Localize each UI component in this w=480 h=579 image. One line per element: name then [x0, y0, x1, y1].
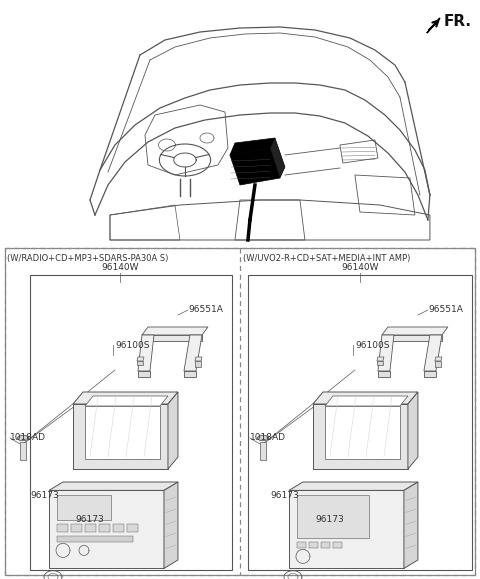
Polygon shape — [99, 525, 110, 533]
Text: 96100S: 96100S — [355, 340, 389, 350]
Text: 96551A: 96551A — [188, 306, 223, 314]
Polygon shape — [57, 525, 68, 533]
Polygon shape — [257, 435, 269, 441]
Polygon shape — [435, 361, 441, 367]
Polygon shape — [184, 371, 196, 377]
Polygon shape — [297, 496, 369, 538]
Polygon shape — [138, 335, 154, 371]
Text: 96173: 96173 — [30, 492, 59, 500]
Polygon shape — [424, 335, 442, 371]
Polygon shape — [377, 361, 383, 365]
Text: 96140W: 96140W — [101, 263, 139, 272]
Polygon shape — [404, 482, 418, 569]
Polygon shape — [85, 406, 160, 459]
Polygon shape — [297, 543, 306, 548]
Polygon shape — [382, 335, 442, 341]
Text: 1018AD: 1018AD — [10, 434, 46, 442]
Polygon shape — [321, 543, 330, 548]
Polygon shape — [270, 138, 285, 178]
Polygon shape — [435, 357, 442, 361]
Text: FR.: FR. — [444, 14, 472, 30]
Polygon shape — [424, 371, 436, 377]
Polygon shape — [20, 442, 26, 460]
Polygon shape — [427, 18, 440, 33]
Polygon shape — [73, 404, 168, 469]
Polygon shape — [113, 525, 124, 533]
Text: 96173: 96173 — [76, 515, 104, 524]
Polygon shape — [49, 482, 178, 490]
Text: 96140W: 96140W — [341, 263, 379, 272]
Polygon shape — [49, 490, 164, 569]
Polygon shape — [289, 490, 404, 569]
Polygon shape — [289, 482, 418, 490]
Text: 96173: 96173 — [270, 492, 299, 500]
Polygon shape — [382, 327, 448, 335]
Polygon shape — [164, 482, 178, 569]
Polygon shape — [71, 525, 82, 533]
Text: 96173: 96173 — [315, 515, 344, 524]
Polygon shape — [195, 357, 202, 361]
Polygon shape — [325, 396, 408, 406]
Polygon shape — [85, 396, 168, 406]
Bar — [30, 275, 232, 570]
Polygon shape — [260, 442, 266, 460]
Polygon shape — [313, 392, 418, 404]
Polygon shape — [168, 392, 178, 469]
Polygon shape — [230, 138, 275, 155]
Polygon shape — [127, 525, 138, 533]
Polygon shape — [313, 404, 408, 469]
Polygon shape — [142, 327, 208, 335]
Polygon shape — [142, 335, 202, 341]
Polygon shape — [17, 435, 29, 441]
Polygon shape — [85, 525, 96, 533]
Polygon shape — [309, 543, 318, 548]
Polygon shape — [138, 371, 150, 377]
Polygon shape — [378, 371, 390, 377]
Polygon shape — [184, 335, 202, 371]
Polygon shape — [195, 361, 201, 367]
Text: (W/UVO2-R+CD+SAT+MEDIA+INT AMP): (W/UVO2-R+CD+SAT+MEDIA+INT AMP) — [243, 254, 410, 262]
Polygon shape — [57, 496, 111, 521]
Polygon shape — [137, 357, 144, 361]
Text: 1018AD: 1018AD — [250, 434, 286, 442]
Polygon shape — [325, 406, 400, 459]
Polygon shape — [73, 392, 178, 404]
Bar — [248, 275, 472, 570]
Text: 96100S: 96100S — [115, 340, 149, 350]
Polygon shape — [378, 335, 394, 371]
Polygon shape — [230, 148, 280, 185]
Polygon shape — [333, 543, 342, 548]
Polygon shape — [137, 361, 143, 365]
Text: 96551A: 96551A — [428, 306, 463, 314]
Polygon shape — [408, 392, 418, 469]
Text: (W/RADIO+CD+MP3+SDARS-PA30A S): (W/RADIO+CD+MP3+SDARS-PA30A S) — [7, 254, 168, 262]
Polygon shape — [57, 536, 133, 543]
Polygon shape — [377, 357, 384, 361]
